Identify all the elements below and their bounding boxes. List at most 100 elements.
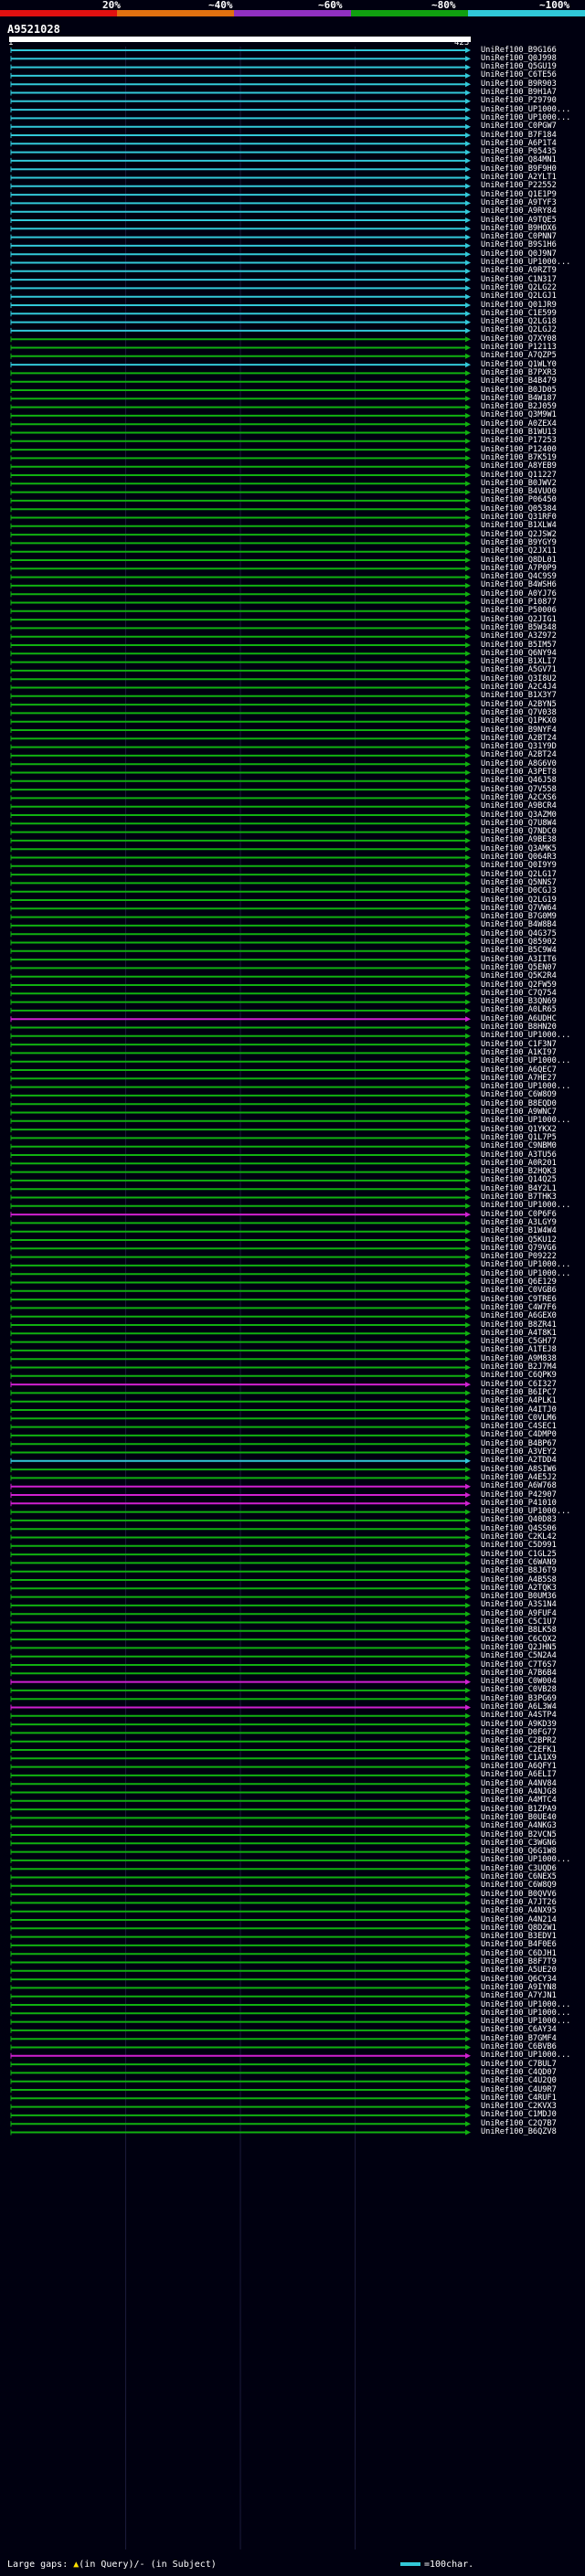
hit-label[interactable]: UniRef100_C1E599: [481, 308, 557, 318]
hit-label[interactable]: UniRef100_B4F0E6: [481, 1940, 557, 1950]
hit-label[interactable]: UniRef100_Q2LG17: [481, 869, 557, 879]
hit-label[interactable]: UniRef100_C6DJH1: [481, 1948, 557, 1958]
hit-label[interactable]: UniRef100_Q14Q25: [481, 1175, 557, 1185]
hit-label[interactable]: UniRef100_P29790: [481, 96, 557, 106]
hit-label[interactable]: UniRef100_A0LR65: [481, 1005, 557, 1015]
hit-label[interactable]: UniRef100_B3PG69: [481, 1693, 557, 1703]
hit-label[interactable]: UniRef100_UP1000...: [481, 1082, 571, 1092]
hit-label[interactable]: UniRef100_B9H1A7: [481, 88, 557, 97]
hit-label[interactable]: UniRef100_UP1000...: [481, 1507, 571, 1517]
hit-label[interactable]: UniRef100_A7YJN1: [481, 1991, 557, 2001]
hit-label[interactable]: UniRef100_A4ITJ0: [481, 1405, 557, 1415]
hit-label[interactable]: UniRef100_A0ZEX4: [481, 419, 557, 429]
hit-label[interactable]: UniRef100_UP1000...: [481, 1855, 571, 1865]
hit-label[interactable]: UniRef100_C7BUL7: [481, 2059, 557, 2069]
hit-label[interactable]: UniRef100_Q5K2R4: [481, 971, 557, 981]
hit-label[interactable]: UniRef100_Q05384: [481, 504, 557, 514]
hit-label[interactable]: UniRef100_A4B5S8: [481, 1574, 557, 1585]
hit-label[interactable]: UniRef100_Q7VW64: [481, 903, 557, 913]
hit-label[interactable]: UniRef100_B1XLW4: [481, 521, 557, 531]
hit-label[interactable]: UniRef100_C6WAN9: [481, 1557, 557, 1567]
hit-label[interactable]: UniRef100_A8SIW6: [481, 1464, 557, 1474]
hit-label[interactable]: UniRef100_B8ZR41: [481, 1320, 557, 1330]
hit-label[interactable]: UniRef100_Q0I9Y9: [481, 861, 557, 871]
hit-label[interactable]: UniRef100_C5GH77: [481, 1337, 557, 1347]
hit-label[interactable]: UniRef100_A0R201: [481, 1158, 557, 1168]
hit-label[interactable]: UniRef100_B9S1H6: [481, 240, 557, 250]
hit-label[interactable]: UniRef100_C0PGW7: [481, 122, 557, 132]
hit-label[interactable]: UniRef100_P12113: [481, 343, 557, 352]
hit-label[interactable]: UniRef100_C1F3N7: [481, 1039, 557, 1049]
hit-label[interactable]: UniRef100_C0VLM6: [481, 1413, 557, 1423]
hit-label[interactable]: UniRef100_C1N317: [481, 274, 557, 284]
hit-label[interactable]: UniRef100_Q8D2W1: [481, 1923, 557, 1933]
hit-label[interactable]: UniRef100_P06450: [481, 495, 557, 505]
hit-label[interactable]: UniRef100_C6BVB6: [481, 2042, 557, 2051]
hit-label[interactable]: UniRef100_B2J059: [481, 402, 557, 412]
hit-label[interactable]: UniRef100_B8HN20: [481, 1023, 557, 1032]
hit-label[interactable]: UniRef100_C4DMP0: [481, 1430, 557, 1440]
hit-label[interactable]: UniRef100_A3Z972: [481, 631, 557, 641]
hit-label[interactable]: UniRef100_A4NJG8: [481, 1787, 557, 1797]
hit-label[interactable]: UniRef100_Q2JIG1: [481, 614, 557, 624]
hit-label[interactable]: UniRef100_B7PXR3: [481, 367, 557, 377]
hit-label[interactable]: UniRef100_P41010: [481, 1498, 557, 1508]
hit-label[interactable]: UniRef100_C3WGN6: [481, 1838, 557, 1848]
hit-label[interactable]: UniRef100_B2HQK3: [481, 1167, 557, 1177]
hit-label[interactable]: UniRef100_C4U9R7: [481, 2084, 557, 2094]
hit-label[interactable]: UniRef100_Q3I8U2: [481, 673, 557, 684]
hit-label[interactable]: UniRef100_C5N2A4: [481, 1651, 557, 1661]
hit-label[interactable]: UniRef100_C5C1U7: [481, 1617, 557, 1627]
hit-label[interactable]: UniRef100_B4W187: [481, 393, 557, 403]
hit-label[interactable]: UniRef100_A9M838: [481, 1353, 557, 1363]
hit-label[interactable]: UniRef100_Q2JSW2: [481, 529, 557, 539]
hit-label[interactable]: UniRef100_Q0J998: [481, 53, 557, 63]
hit-label[interactable]: UniRef100_Q064R3: [481, 853, 557, 862]
hit-label[interactable]: UniRef100_Q8DL01: [481, 555, 557, 565]
hit-label[interactable]: UniRef100_A7HE27: [481, 1073, 557, 1083]
hit-label[interactable]: UniRef100_B3QN69: [481, 997, 557, 1007]
hit-label[interactable]: UniRef100_C1A1X9: [481, 1753, 557, 1763]
hit-label[interactable]: UniRef100_A2TQK3: [481, 1583, 557, 1593]
hit-label[interactable]: UniRef100_B1X3Y7: [481, 691, 557, 701]
hit-label[interactable]: UniRef100_A3LGY9: [481, 1217, 557, 1227]
hit-label[interactable]: UniRef100_C7Q754: [481, 988, 557, 998]
hit-label[interactable]: UniRef100_B2VCN5: [481, 1829, 557, 1839]
hit-label[interactable]: UniRef100_B1XLI7: [481, 657, 557, 667]
hit-label[interactable]: UniRef100_B7G0M9: [481, 912, 557, 922]
hit-label[interactable]: UniRef100_Q31RF0: [481, 513, 557, 522]
hit-label[interactable]: UniRef100_A4PLK1: [481, 1396, 557, 1406]
hit-label[interactable]: UniRef100_B9G166: [481, 45, 557, 55]
hit-label[interactable]: UniRef100_A1TEJ8: [481, 1345, 557, 1355]
hit-label[interactable]: UniRef100_Q1YKX2: [481, 1124, 557, 1134]
hit-label[interactable]: UniRef100_B5IM57: [481, 640, 557, 650]
hit-label[interactable]: UniRef100_C6TE56: [481, 70, 557, 80]
hit-label[interactable]: UniRef100_UP1000...: [481, 104, 571, 114]
hit-label[interactable]: UniRef100_B3EDV1: [481, 1932, 557, 1942]
hit-label[interactable]: UniRef100_UP1000...: [481, 112, 571, 122]
hit-label[interactable]: UniRef100_A6P1T4: [481, 138, 557, 148]
hit-label[interactable]: UniRef100_A5GV71: [481, 665, 557, 675]
hit-label[interactable]: UniRef100_Q2JHN5: [481, 1642, 557, 1652]
hit-label[interactable]: UniRef100_B8EQD0: [481, 1098, 557, 1108]
hit-label[interactable]: UniRef100_C2KL42: [481, 1532, 557, 1542]
hit-label[interactable]: UniRef100_C6I327: [481, 1379, 557, 1389]
hit-label[interactable]: UniRef100_B7F184: [481, 130, 557, 140]
hit-label[interactable]: UniRef100_Q6G1W8: [481, 1847, 557, 1857]
hit-label[interactable]: UniRef100_B0UM36: [481, 1592, 557, 1602]
hit-label[interactable]: UniRef100_B4B479: [481, 376, 557, 387]
hit-label[interactable]: UniRef100_A9WNC7: [481, 1108, 557, 1117]
hit-label[interactable]: UniRef100_A6W768: [481, 1481, 557, 1491]
hit-label[interactable]: UniRef100_C0P6F6: [481, 1209, 557, 1219]
hit-label[interactable]: UniRef100_Q1E1P9: [481, 189, 557, 199]
hit-label[interactable]: UniRef100_A6ELI7: [481, 1770, 557, 1780]
hit-label[interactable]: UniRef100_Q01JR9: [481, 300, 557, 310]
hit-label[interactable]: UniRef100_Q46J58: [481, 776, 557, 786]
hit-label[interactable]: UniRef100_A4T8K1: [481, 1328, 557, 1338]
hit-label[interactable]: UniRef100_D0FG77: [481, 1727, 557, 1737]
hit-label[interactable]: UniRef100_C2EFK1: [481, 1744, 557, 1754]
hit-label[interactable]: UniRef100_A2BT24: [481, 750, 557, 760]
hit-label[interactable]: UniRef100_B4BP67: [481, 1438, 557, 1448]
hit-label[interactable]: UniRef100_A3VEY2: [481, 1447, 557, 1457]
hit-label[interactable]: UniRef100_C7T6S7: [481, 1659, 557, 1670]
